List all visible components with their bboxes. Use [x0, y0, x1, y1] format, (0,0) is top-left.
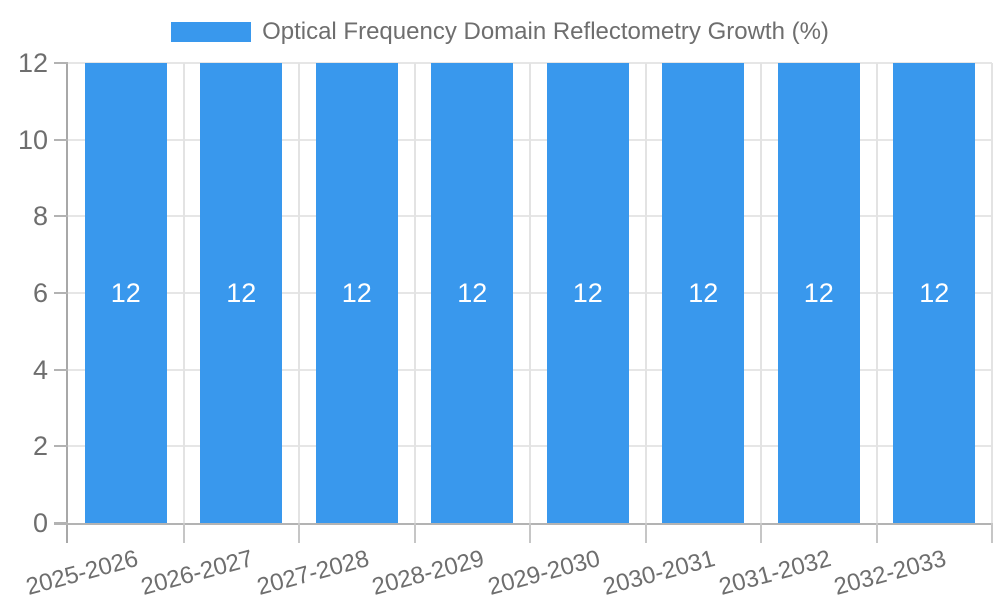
x-gridline [529, 63, 531, 523]
x-tick-label: 2029-2030 [484, 545, 603, 600]
bar-value-label: 12 [919, 278, 950, 308]
bar-value-label: 12 [688, 278, 719, 308]
y-tick [54, 62, 68, 64]
x-tick [644, 523, 647, 543]
x-gridline [413, 63, 416, 523]
bar-value-label: 12 [341, 278, 372, 308]
x-gridline [182, 63, 185, 523]
bar-value-label: 12 [110, 278, 141, 308]
x-tick [760, 523, 762, 543]
y-tick-label: 6 [32, 278, 48, 308]
x-tick [182, 523, 185, 543]
y-tick [54, 445, 68, 448]
x-axis-line [54, 523, 992, 525]
bar-value-label: 12 [572, 278, 603, 308]
x-gridline [991, 63, 993, 523]
x-tick-label: 2030-2031 [600, 545, 719, 600]
bar-value-label: 12 [226, 278, 257, 308]
bar-value-label: 12 [803, 278, 834, 308]
legend: Optical Frequency Domain Reflectometry G… [0, 18, 1000, 46]
y-tick [54, 215, 68, 218]
legend-label: Optical Frequency Domain Reflectometry G… [262, 18, 829, 45]
bar: 12 [84, 63, 167, 523]
x-tick-label: 2027-2028 [253, 545, 372, 600]
y-tick [54, 292, 68, 294]
x-tick [875, 523, 878, 543]
x-tick [529, 523, 531, 543]
y-tick-label: 0 [32, 508, 48, 538]
x-gridline [875, 63, 878, 523]
y-tick-label: 2 [32, 431, 48, 462]
bar: 12 [546, 63, 629, 523]
y-tick-label: 4 [32, 354, 48, 385]
y-tick [54, 368, 68, 371]
y-tick-label: 8 [32, 201, 48, 232]
x-gridline [644, 63, 647, 523]
bar: 12 [431, 63, 514, 523]
x-tick-label: 2026-2027 [138, 545, 257, 600]
bar: 12 [200, 63, 283, 523]
x-tick [991, 523, 993, 543]
x-tick-label: 2031-2032 [715, 545, 834, 600]
plot-area: 0 2 4 6 8 10 12 12 12 12 12 12 12 12 12 2025-2026 2026-2… [18, 48, 993, 600]
x-gridline [298, 63, 300, 523]
bar: 12 [315, 63, 398, 523]
y-tick [54, 138, 68, 141]
legend-swatch-icon [171, 22, 252, 42]
x-gridline [760, 63, 762, 523]
y-axis-line [66, 63, 68, 543]
y-tick-label: 10 [17, 124, 48, 155]
y-tick [54, 522, 68, 524]
bar: 12 [662, 63, 745, 523]
bar: 12 [893, 63, 976, 523]
x-tick-label: 2028-2029 [369, 545, 488, 600]
x-tick-label: 2032-2033 [831, 545, 950, 600]
x-tick-label: 2025-2026 [22, 545, 141, 600]
bar-value-label: 12 [457, 278, 488, 308]
bar: 12 [777, 63, 860, 523]
x-tick [413, 523, 416, 543]
x-tick [298, 523, 300, 543]
y-tick-label: 12 [17, 48, 48, 78]
